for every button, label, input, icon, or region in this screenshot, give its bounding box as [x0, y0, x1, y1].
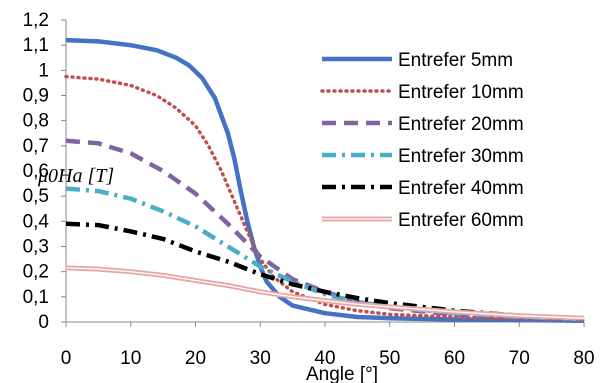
legend-label: Entrefer 5mm	[398, 50, 513, 71]
y-tick-label: 0,2	[23, 262, 49, 283]
x-tick-label: 50	[379, 348, 400, 369]
legend-label: Entrefer 20mm	[398, 114, 524, 135]
y-axis-label: μ0Ha [T]	[37, 165, 114, 187]
legend-label: Entrefer 30mm	[398, 146, 524, 167]
y-tick-label: 0,1	[23, 287, 49, 308]
x-tick-label: 0	[61, 348, 72, 369]
series-line-1	[65, 37, 585, 323]
y-tick-label: 1,1	[23, 35, 49, 56]
axes: 0 0,1 0,2 0,3 0,4 0,5 0,6 0,7 0,8 0,9 1 1,1 1,2 0 10 20…	[23, 10, 595, 369]
y-tick-label: 1,2	[23, 10, 49, 31]
y-tick-label: 0,4	[23, 211, 50, 232]
series-line-4	[65, 186, 585, 322]
x-tick-label: 40	[314, 348, 335, 369]
y-tick-label: 0,7	[23, 136, 49, 157]
y-tick-label: 1	[38, 60, 49, 81]
legend-label: Entrefer 10mm	[398, 82, 524, 103]
legend-label: Entrefer 60mm	[398, 210, 524, 231]
y-tick-label: 0,6	[23, 161, 49, 182]
y-tick-label: 0	[38, 312, 49, 333]
x-axis-label: Angle [°]	[306, 364, 378, 383]
x-tick-label: 10	[120, 348, 141, 369]
x-tick-label: 70	[509, 348, 530, 369]
series-layer	[64, 37, 586, 323]
y-tick-label: 0,5	[23, 186, 49, 207]
y-tick-label: 0,8	[23, 111, 49, 132]
x-tick-label: 30	[250, 348, 271, 369]
x-tick-label: 20	[185, 348, 206, 369]
x-tick-label: 60	[444, 348, 465, 369]
legend: Entrefer 5mm Entrefer 10mm Entrefer 20mm En…	[320, 50, 524, 231]
series-line-2	[64, 74, 586, 322]
y-tick-label: 0,9	[23, 86, 49, 107]
series-line-6-inner	[65, 267, 585, 319]
legend-label: Entrefer 40mm	[398, 178, 524, 199]
y-tick-label: 0,3	[23, 237, 49, 258]
x-tick-label: 80	[573, 348, 594, 369]
